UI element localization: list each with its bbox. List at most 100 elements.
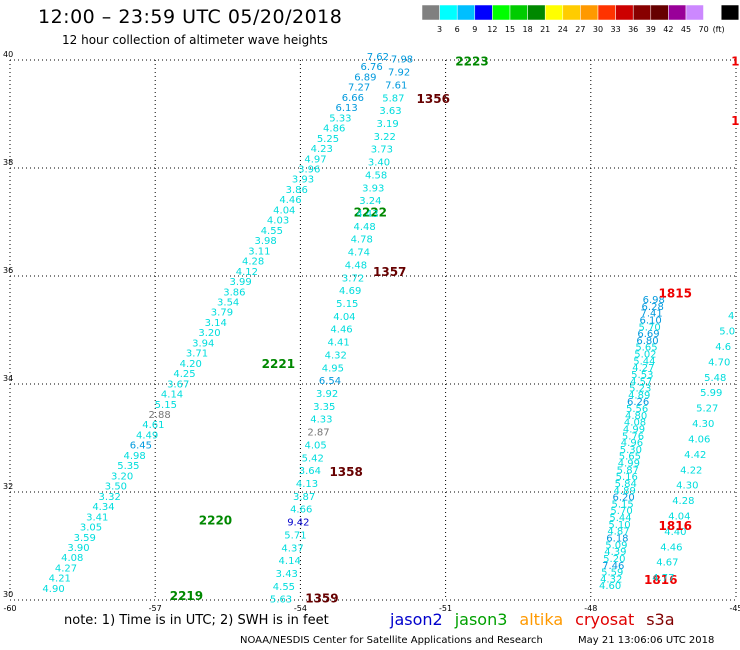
swh-value: 3.90 <box>67 543 89 554</box>
swh-value: 4.90 <box>42 584 64 595</box>
swh-value: 6.89 <box>354 72 376 83</box>
swh-value: 5.70 <box>610 506 632 517</box>
swh-value: 3.92 <box>316 389 338 400</box>
swh-value: 5.42 <box>302 453 324 464</box>
swh-value: 7.41 <box>641 309 663 320</box>
mission-altika: altika <box>519 610 564 629</box>
track-label: 1357 <box>373 265 406 279</box>
swh-value: 3.98 <box>254 236 276 247</box>
swh-value: 3.93 <box>292 175 314 186</box>
y-tick-label: 38 <box>3 158 13 167</box>
swh-value: 3.71 <box>186 349 208 360</box>
swh-value: 4.66 <box>290 505 312 516</box>
swh-value: 4.27 <box>55 563 77 574</box>
swh-value: 5.16 <box>616 472 638 483</box>
swh-value: 3.93 <box>362 183 384 194</box>
swh-value: 2.88 <box>148 410 170 421</box>
swh-value: 5.56 <box>626 404 648 415</box>
swh-value: 4.28 <box>672 496 694 507</box>
swh-value: 6.54 <box>319 376 341 387</box>
swh-value: 3.32 <box>99 492 121 503</box>
track-label: 1358 <box>329 465 362 479</box>
swh-value: 5.76 <box>622 431 644 442</box>
colorbar-unit: (ft) <box>713 25 725 34</box>
swh-value: 3.22 <box>374 132 396 143</box>
swh-value: 5.20 <box>603 554 625 565</box>
swh-value: 4.03 <box>267 216 289 227</box>
swh-value: 3.19 <box>377 119 399 130</box>
swh-value: 5.65 <box>635 343 657 354</box>
swh-value: 5.59 <box>601 568 623 579</box>
swh-value: 4.43 <box>356 209 378 220</box>
x-tick-label: -45 <box>729 604 740 613</box>
swh-value: 6.26 <box>627 397 649 408</box>
swh-value: 4.99 <box>623 424 645 435</box>
track-label: 1816 <box>644 573 677 587</box>
swh-value: 3.72 <box>342 273 364 284</box>
swh-value: 3.14 <box>205 318 227 329</box>
swh-value: 4.05 <box>304 440 326 451</box>
swh-value: 5.48 <box>704 373 726 384</box>
swh-value: 3.43 <box>276 569 298 580</box>
swh-value: 5.44 <box>633 356 655 367</box>
colorbar-tick-label: 36 <box>628 25 638 34</box>
swh-value: 5.10 <box>608 520 630 531</box>
colorbar-tick-label: 18 <box>523 25 533 34</box>
swh-value: 6.69 <box>637 329 659 340</box>
swh-value: 4.39 <box>604 547 626 558</box>
swh-value: 5.0 <box>719 327 735 338</box>
swh-value: 5.30 <box>620 445 642 456</box>
swh-value: 5.02 <box>634 350 656 361</box>
swh-value: 6.20 <box>613 493 635 504</box>
swh-value: 7.98 <box>391 55 413 66</box>
x-tick-label: -60 <box>3 604 16 613</box>
track-label: 1816 <box>659 519 692 533</box>
footnote: note: 1) Time is in UTC; 2) SWH is in fe… <box>64 613 329 628</box>
swh-value: 3.50 <box>105 482 127 493</box>
swh-value: 6.80 <box>636 336 658 347</box>
colorbar-tick-label: 9 <box>472 25 477 34</box>
swh-value: 5.53 <box>631 370 653 381</box>
track-label: 1815 <box>731 114 740 128</box>
swh-value: 5.15 <box>611 499 633 510</box>
y-tick-label: 34 <box>3 374 13 383</box>
swh-value: 4.78 <box>351 235 373 246</box>
swh-value: 3.63 <box>379 106 401 117</box>
swh-value: 4.98 <box>123 451 145 462</box>
swh-value: 4.28 <box>242 257 264 268</box>
swh-value: 3.41 <box>86 512 108 523</box>
swh-value: 4.30 <box>692 419 714 430</box>
track-label: 2219 <box>170 589 203 603</box>
swh-value: 4.32 <box>600 574 622 585</box>
y-tick-label: 30 <box>3 590 13 599</box>
swh-value: 5.44 <box>609 513 631 524</box>
swh-value: 4.48 <box>345 260 367 271</box>
swh-value: 4.55 <box>273 582 295 593</box>
swh-value: 5.99 <box>700 388 722 399</box>
swh-value: 4.04 <box>273 205 295 216</box>
x-tick-label: -51 <box>439 604 452 613</box>
swh-value: 4.46 <box>279 195 301 206</box>
swh-value: 3.79 <box>211 308 233 319</box>
credit-line: NOAA/NESDIS Center for Satellite Applica… <box>240 635 714 646</box>
swh-value: 3.40 <box>368 158 390 169</box>
x-tick-label: -48 <box>584 604 597 613</box>
swh-value: 7.62 <box>367 52 389 63</box>
generation-timestamp: May 21 13:06:06 UTC 2018 <box>578 635 715 646</box>
colorbar-tick-label: 45 <box>681 25 691 34</box>
swh-value: 3.67 <box>167 379 189 390</box>
swh-value: 4.60 <box>599 581 621 592</box>
chart-title: 12:00 – 23:59 UTC 05/20/2018 <box>38 6 343 28</box>
swh-value: 6.76 <box>360 62 382 73</box>
colorbar-tick-label: 6 <box>455 25 460 34</box>
swh-value: 4.95 <box>322 363 344 374</box>
chart-subtitle: 12 hour collection of altimeter wave hei… <box>62 33 328 47</box>
colorbar-tick-label: 3 <box>437 25 442 34</box>
track-label: 2223 <box>455 54 488 68</box>
swh-value: 4.46 <box>330 325 352 336</box>
y-tick-label: 36 <box>3 266 13 275</box>
swh-value: 4.86 <box>323 124 345 135</box>
swh-value: 3.99 <box>230 277 252 288</box>
swh-value: 7.27 <box>348 83 370 94</box>
swh-value: 4.58 <box>365 170 387 181</box>
